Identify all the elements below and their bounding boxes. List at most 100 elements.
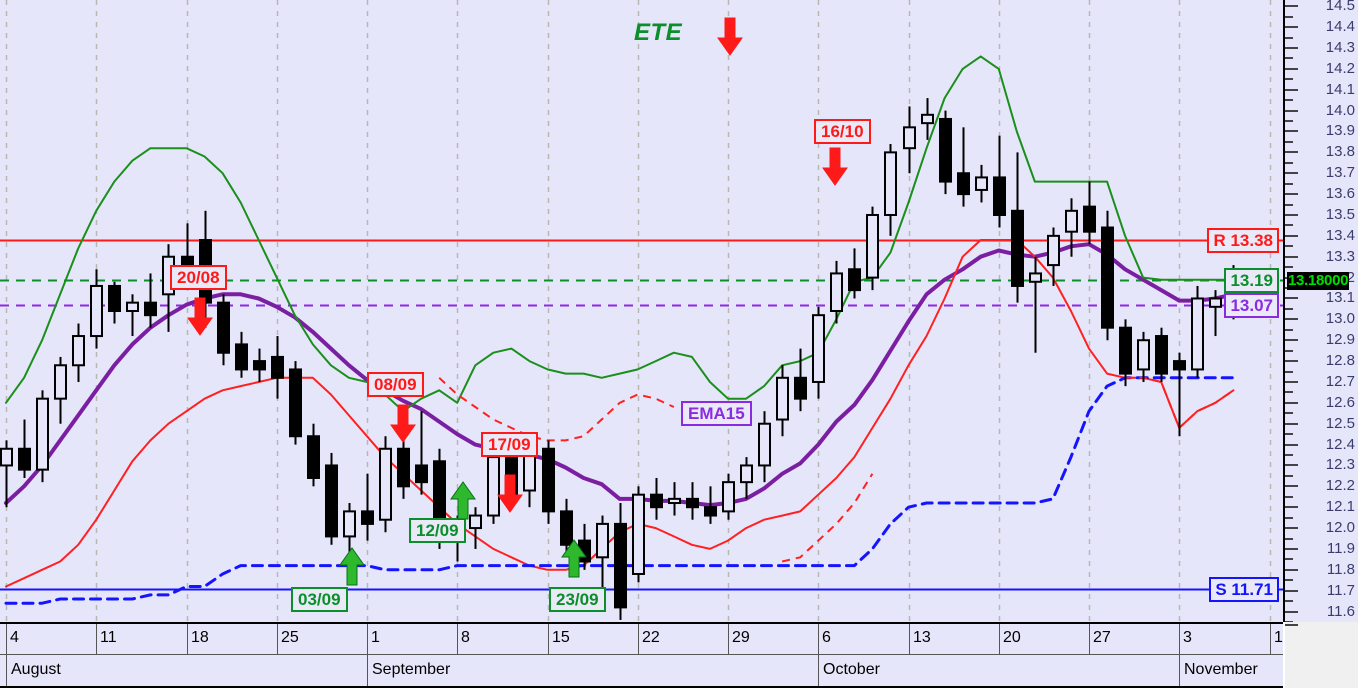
signal-0809-label[interactable]: 08/09 [367, 372, 424, 397]
price-tick-label: 13.4 [1325, 226, 1355, 244]
support-tag[interactable]: S 11.71 [1209, 576, 1279, 602]
date-cell: 27 [1089, 624, 1179, 654]
date-label: 8 [461, 629, 470, 646]
price-tick-label: 11.8 [1326, 560, 1355, 578]
candle-body [1029, 272, 1042, 283]
candle-body [686, 497, 699, 509]
price-tick-major [1285, 339, 1298, 342]
candle-body [325, 464, 338, 538]
price-tick-label: 13.3 [1325, 247, 1355, 265]
price-tick-label: 14.2 [1325, 59, 1355, 77]
price-chart-plot[interactable] [0, 0, 1283, 622]
candle-body [1209, 297, 1222, 308]
candle-body [36, 397, 49, 471]
date-label: 4 [10, 629, 19, 646]
candle-body [560, 510, 573, 546]
candle-body [1011, 209, 1024, 287]
candle-body [596, 522, 609, 559]
candle-body [848, 268, 861, 292]
price-tick-label: 14.3 [1325, 39, 1355, 56]
price-tick-minor [1285, 433, 1293, 436]
date-cell: 1 [367, 624, 457, 654]
candle-body [866, 213, 879, 279]
signal-1610-down-arrow-icon [821, 147, 849, 192]
date-cell: 29 [728, 624, 818, 654]
candle-body [1065, 209, 1078, 233]
signal-1709-down-arrow-icon [496, 474, 524, 519]
price-tick-label: 13.9 [1325, 122, 1355, 140]
price-tick-major [1285, 443, 1298, 446]
price-tick-minor [1285, 600, 1293, 603]
price-tick-major [1285, 422, 1298, 425]
price-tick-minor [1285, 78, 1293, 81]
resistance-tag[interactable]: R 13.38 [1207, 228, 1279, 254]
month-row: August September October November [0, 655, 1283, 688]
candle-body [415, 464, 428, 484]
corner-tick-mark [1285, 624, 1298, 626]
month-cell: November [1179, 655, 1283, 686]
purple-level-tag[interactable]: 13.07 [1224, 292, 1279, 318]
candle-body [18, 447, 31, 471]
candle-body [144, 301, 157, 317]
candle-body [812, 314, 825, 383]
price-tick-label: 13.0 [1325, 310, 1355, 328]
price-tick-major [1285, 109, 1298, 112]
candle-body [361, 510, 374, 525]
date-label: 22 [642, 629, 660, 646]
month-cell: August [6, 655, 367, 686]
ema-label[interactable]: EMA15 [681, 401, 752, 426]
date-axis[interactable]: 41118251815222961320273101724 AugustSept… [0, 622, 1292, 688]
date-label: 1 [371, 629, 380, 646]
signal-1709-label[interactable]: 17/09 [481, 432, 538, 457]
candle-body [289, 368, 302, 438]
signal-1209-label[interactable]: 12/09 [409, 518, 466, 543]
candle-body [54, 364, 67, 400]
date-label: 3 [1183, 629, 1192, 646]
date-cell: 3 [1179, 624, 1270, 654]
signal-1610-label[interactable]: 16/10 [814, 119, 871, 144]
signal-0309-up-arrow-icon [338, 547, 366, 592]
candle-body [307, 435, 320, 479]
price-tick-major [1285, 506, 1298, 509]
month-label: August [11, 661, 61, 678]
candle-body [704, 506, 717, 517]
candle-body [884, 151, 897, 216]
date-cell: 13 [909, 624, 999, 654]
candle-body [632, 493, 645, 575]
date-label: 25 [281, 629, 299, 646]
candle-body [1173, 360, 1186, 371]
price-tick-major [1285, 47, 1298, 49]
date-label: 11 [100, 629, 117, 646]
candle-body [126, 301, 139, 312]
signal-2309-label[interactable]: 23/09 [549, 587, 606, 612]
candle-body [758, 422, 771, 467]
candle-body [1101, 226, 1114, 329]
price-tick-major [1285, 568, 1298, 571]
candle-body [235, 343, 248, 371]
price-tick-major [1285, 213, 1298, 216]
green-level-tag[interactable]: 13.19 [1224, 267, 1279, 293]
candle-body [487, 456, 500, 517]
candle-body [939, 117, 952, 183]
price-tick-major [1285, 67, 1298, 70]
price-tick-label: 12.4 [1325, 435, 1355, 453]
price-axis[interactable]: 14.5 14.4 14.3 14.2 14.1 14.0 13.9 13.8 13.7 13.6… [1283, 0, 1358, 622]
candle-body [993, 176, 1006, 216]
price-tick-major [1285, 255, 1298, 258]
price-tick-major [1285, 130, 1298, 133]
price-tick-major [1285, 193, 1298, 196]
price-tick-label: 14.1 [1325, 80, 1355, 98]
price-tick-minor [1285, 266, 1293, 269]
price-tick-minor [1285, 161, 1293, 164]
price-tick-label: 11.6 [1326, 602, 1355, 620]
signal-2008-label[interactable]: 20/08 [170, 265, 227, 290]
price-tick-label: 13.1 [1325, 289, 1355, 307]
month-cell: September [367, 655, 818, 686]
candle-body [397, 447, 410, 488]
last-price-badge[interactable]: 13.18000 [1287, 271, 1350, 290]
signal-0309-label[interactable]: 03/09 [291, 587, 348, 612]
candle-body [108, 284, 121, 313]
price-tick-label: 12.9 [1325, 331, 1355, 349]
price-tick-major [1285, 318, 1298, 321]
date-cell: 15 [548, 624, 638, 654]
